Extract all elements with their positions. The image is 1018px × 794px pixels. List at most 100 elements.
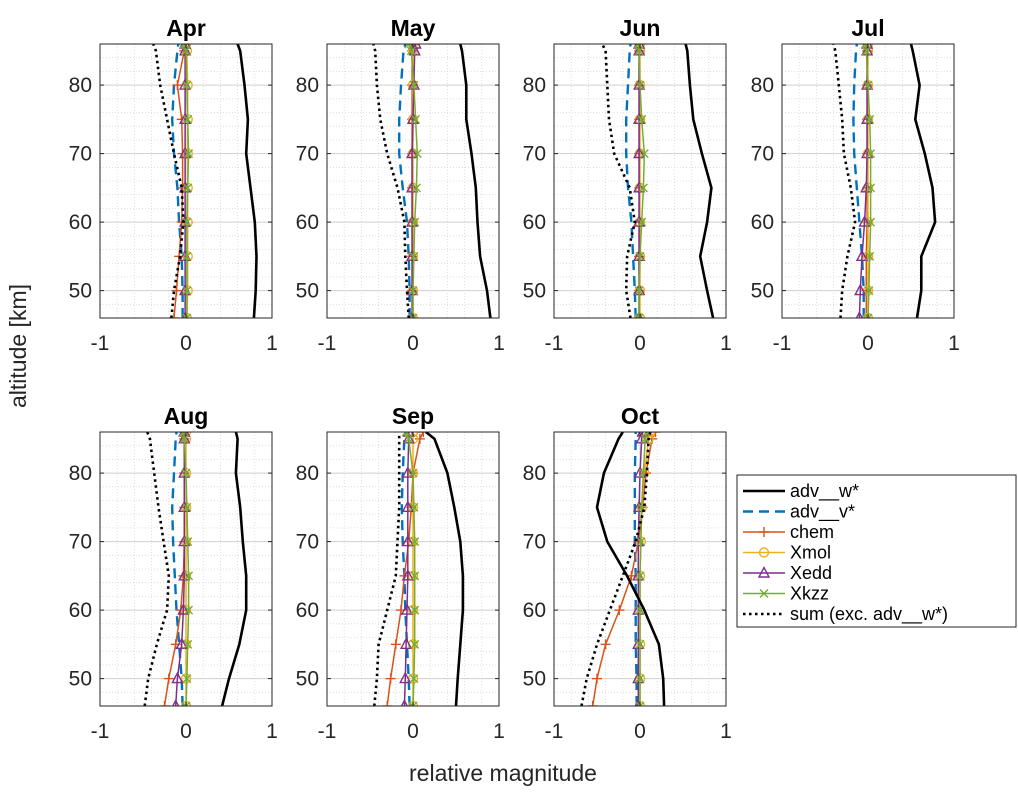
marker-xkzz [635, 251, 645, 261]
y-tick-label: 60 [523, 211, 546, 234]
marker-xkzz [406, 46, 416, 56]
y-tick-label: 80 [523, 74, 546, 97]
x-tick-label: -1 [91, 720, 110, 743]
series-xkzz [405, 432, 416, 706]
marker-xedd [402, 432, 415, 437]
y-tick-label: 50 [69, 668, 92, 691]
panel-oct: -1 0 1 50 60 70 80 Oct [523, 403, 732, 743]
legend-item-xmol: Xmol [743, 543, 831, 563]
panels-group: -1 0 1 50 60 70 80 Apr -1 0 1 50 60 70 80 May -1 0 1 50 60 70… [69, 15, 960, 743]
series-xedd [403, 432, 410, 706]
series-adv_w [236, 44, 258, 318]
marker-xkzz [401, 432, 411, 437]
marker-xkzz [410, 571, 420, 581]
legend-label: adv__w* [790, 481, 859, 502]
series-adv_v [398, 44, 411, 318]
marker-xkzz [410, 639, 420, 649]
marker-xkzz [866, 183, 876, 193]
marker-chem [390, 639, 401, 650]
legend-item-chem: chem [743, 522, 834, 542]
y-tick-label: 60 [69, 599, 92, 622]
marker-xedd [409, 44, 422, 49]
series-adv_w [595, 432, 666, 706]
marker-xkzz [182, 217, 192, 227]
marker-xkzz [409, 502, 419, 512]
marker-chem [172, 80, 183, 91]
marker-chem [382, 701, 393, 706]
x-tick-label: 1 [720, 332, 732, 355]
marker-xedd [177, 603, 190, 615]
marker-chem [159, 701, 170, 706]
marker-xedd [178, 568, 191, 581]
legend-item-adv_w: adv__w* [743, 481, 859, 502]
marker-xedd [171, 698, 180, 706]
marker-xkzz [635, 701, 645, 706]
x-tick-label: 0 [180, 720, 192, 743]
marker-xkzz [408, 286, 418, 296]
marker-chem [418, 432, 429, 437]
legend-marker-xkzz [759, 589, 769, 598]
series-chem [386, 432, 424, 706]
series-adv_w [425, 432, 465, 706]
marker-xedd [400, 698, 409, 706]
marker-chem [168, 313, 179, 318]
marker-xedd [401, 466, 414, 478]
series-sum [152, 44, 185, 318]
legend-marker-xmol [758, 547, 770, 558]
series-sum [373, 432, 401, 706]
marker-xkzz [866, 217, 876, 227]
marker-xedd [632, 180, 646, 193]
series-adv_v [852, 44, 865, 318]
marker-xkzz [182, 286, 192, 296]
series-adv_v [400, 432, 411, 706]
marker-xmol [180, 673, 192, 684]
marker-xkzz [864, 286, 874, 296]
marker-xkzz [182, 674, 192, 684]
marker-xkzz [181, 46, 191, 56]
x-tick-label: 0 [634, 720, 646, 743]
marker-chem [614, 605, 625, 616]
y-tick-label: 60 [523, 599, 546, 622]
series-adv_w [220, 432, 248, 706]
marker-xedd [854, 283, 867, 296]
marker-xedd [855, 310, 864, 318]
marker-xkzz [409, 80, 419, 90]
marker-xkzz [183, 114, 193, 124]
marker-xkzz [863, 80, 873, 90]
y-tick-label: 50 [296, 280, 319, 303]
legend-item-xkzz: Xkzz [743, 584, 829, 604]
marker-xedd [855, 249, 869, 262]
series-group [580, 432, 666, 706]
series-adv_v [171, 44, 184, 318]
marker-xkzz [411, 114, 421, 124]
y-tick-label: 70 [296, 143, 319, 166]
marker-chem [163, 673, 174, 684]
legend-label: sum (exc. adv__w*) [790, 604, 948, 625]
series-adv_w [909, 44, 937, 318]
y-tick-label: 60 [296, 211, 319, 234]
marker-xkzz [865, 251, 875, 261]
marker-xkzz [638, 183, 648, 193]
y-tick-label: 80 [69, 74, 92, 97]
marker-xedd [399, 671, 412, 684]
series-xkzz [183, 44, 190, 318]
y-tick-label: 80 [296, 74, 319, 97]
legend-label: Xkzz [790, 584, 829, 604]
panel-apr: -1 0 1 50 60 70 80 Apr [69, 15, 278, 355]
x-tick-label: -1 [91, 332, 110, 355]
marker-xkzz [404, 434, 414, 444]
marker-xkzz [640, 434, 650, 444]
marker-xedd [401, 568, 414, 581]
series-xkzz [637, 44, 646, 318]
marker-chem [587, 701, 598, 706]
series-sum [601, 44, 637, 318]
x-tick-label: 1 [720, 720, 732, 743]
y-tick-label: 60 [69, 211, 92, 234]
marker-xedd [632, 146, 646, 159]
marker-xkzz [410, 217, 420, 227]
x-tick-label: -1 [318, 332, 337, 355]
legend-marker-chem [759, 527, 769, 537]
x-tick-label: 1 [266, 720, 278, 743]
marker-xkzz [865, 114, 875, 124]
series-group [832, 44, 937, 318]
